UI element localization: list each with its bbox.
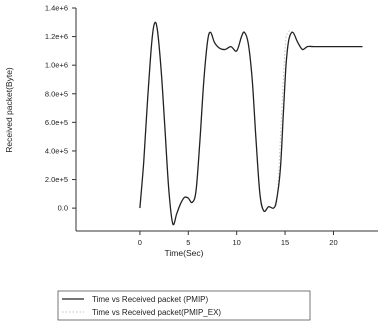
y-tick-label: 1.4e+6 xyxy=(45,4,68,13)
y-axis-ticks: 0.0 2.0e+5 4.0e+5 6.0e+5 8.0e+5 1.0e+6 1.2e+6 1… xyxy=(45,4,76,213)
series-group xyxy=(139,21,363,226)
plot-frame-group xyxy=(75,8,378,232)
y-tick-label: 4.0e+5 xyxy=(45,146,68,155)
y-tick-label: 1.0e+6 xyxy=(45,61,68,70)
legend-label-pmip: Time vs Received packet (PMIP) xyxy=(92,295,209,304)
x-tick-label: 20 xyxy=(329,238,337,247)
x-axis-ticks: 0 5 10 15 20 xyxy=(138,231,338,247)
x-tick-label: 0 xyxy=(138,238,142,247)
y-tick-label: 1.2e+6 xyxy=(45,32,68,41)
x-tick-label: 15 xyxy=(281,238,289,247)
legend-box xyxy=(57,290,311,321)
legend-label-pmip-ex: Time vs Received packet(PMIP_EX) xyxy=(92,308,221,317)
series-line-pmip xyxy=(139,21,363,226)
y-tick-label: 6.0e+5 xyxy=(45,118,68,127)
x-tick-label: 5 xyxy=(186,238,190,247)
y-tick-label: 2.0e+5 xyxy=(45,175,68,184)
y-axis-label: Received packet(Byte) xyxy=(4,67,14,153)
legend: Time vs Received packet (PMIP) Time vs R… xyxy=(57,290,311,321)
y-tick-label: 8.0e+5 xyxy=(45,89,68,98)
y-tick-label: 0.0 xyxy=(58,204,68,213)
x-tick-label: 10 xyxy=(233,238,241,247)
x-axis-label: Time(Sec) xyxy=(165,248,204,258)
